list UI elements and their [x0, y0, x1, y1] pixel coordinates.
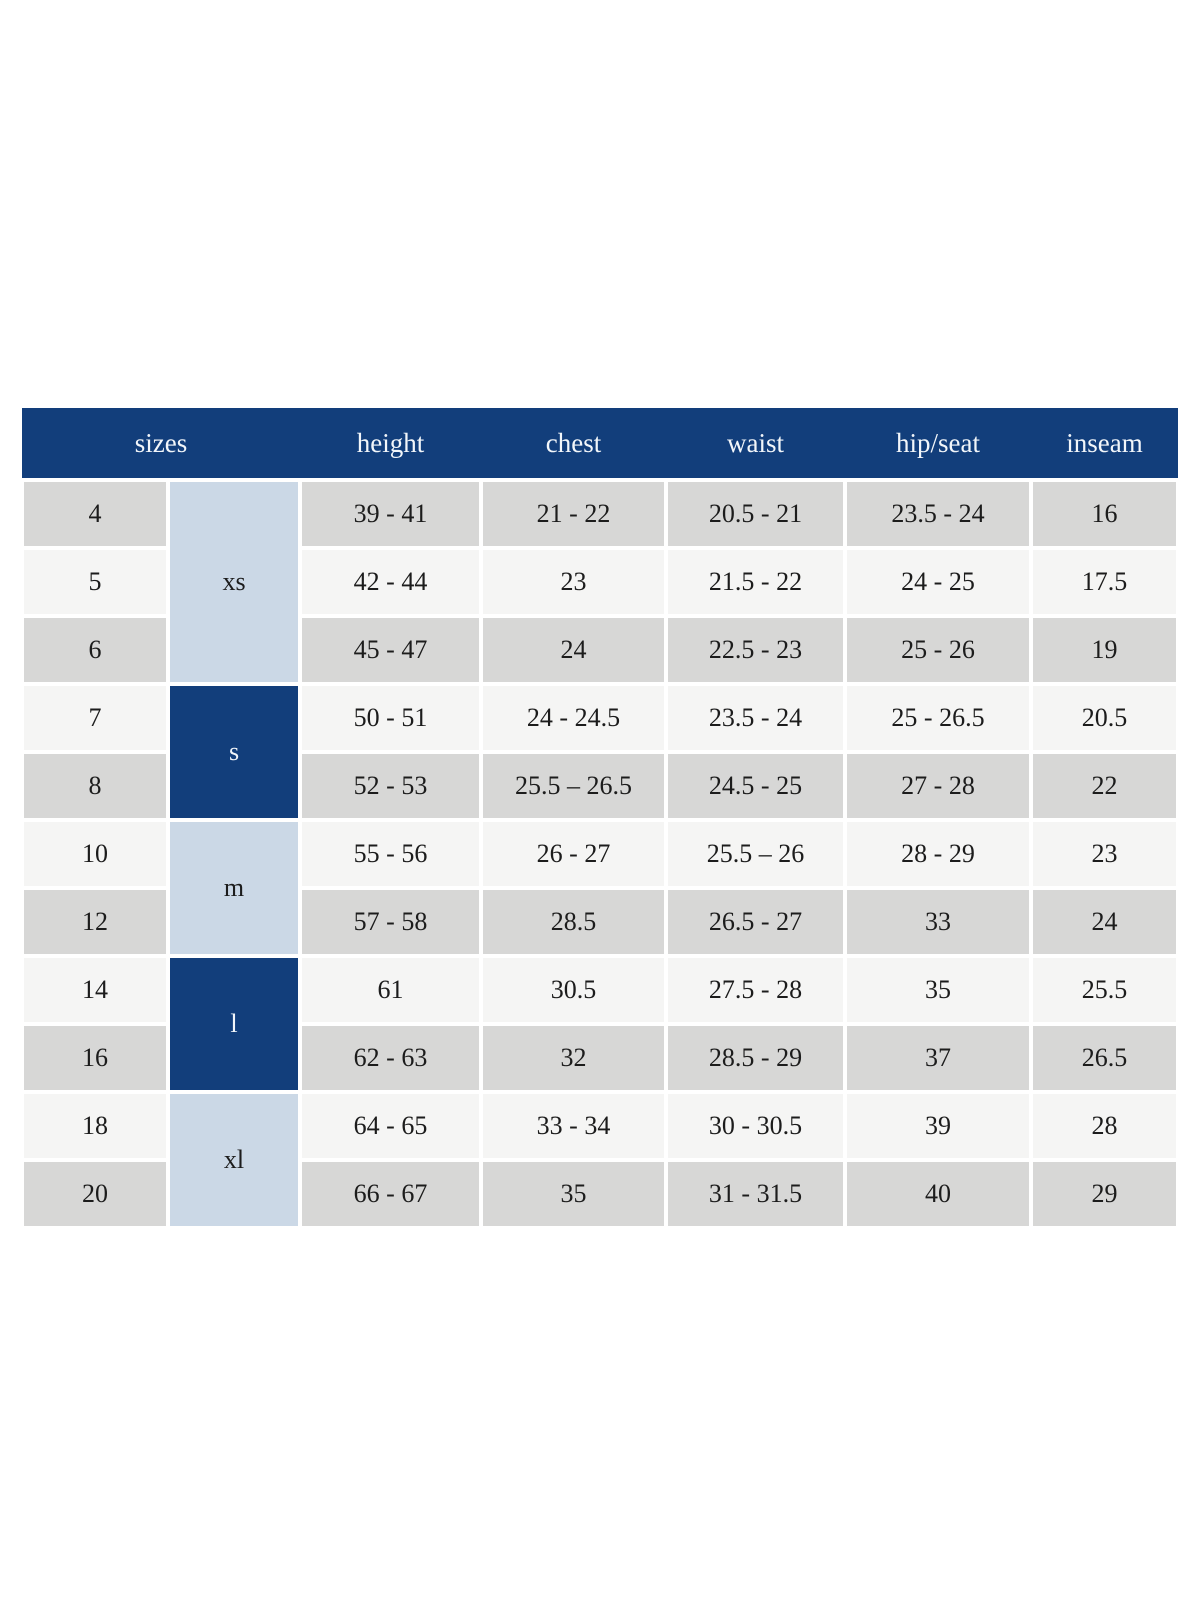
column-header-chest: chest — [481, 408, 667, 480]
height-cell: 57 - 58 — [300, 888, 482, 956]
inseam-cell: 28 — [1031, 1092, 1179, 1160]
chest-cell: 33 - 34 — [481, 1092, 667, 1160]
waist-cell: 22.5 - 23 — [666, 616, 846, 684]
hip-seat-cell: 37 — [845, 1024, 1032, 1092]
column-header-height: height — [300, 408, 482, 480]
chest-cell: 26 - 27 — [481, 820, 667, 888]
table-row: 20 66 - 67 35 31 - 31.5 40 29 — [22, 1160, 1179, 1228]
table-row: 4 xs 39 - 41 21 - 22 20.5 - 21 23.5 - 24… — [22, 480, 1179, 684]
height-cell: 62 - 63 — [300, 1024, 482, 1092]
waist-cell: 24.5 - 25 — [666, 752, 846, 820]
height-cell: 42 - 44 — [300, 548, 482, 616]
size-cell: 7 — [22, 684, 168, 752]
chest-cell: 24 - 24.5 — [481, 684, 667, 752]
column-header-inseam: inseam — [1031, 408, 1179, 480]
table-row: 5 42 - 44 23 21.5 - 22 24 - 25 17.5 — [22, 548, 1179, 616]
size-group-m: m — [168, 820, 301, 956]
waist-cell: 20.5 - 21 — [666, 480, 846, 548]
column-header-waist: waist — [666, 408, 846, 480]
waist-cell: 30 - 30.5 — [666, 1092, 846, 1160]
size-cell: 6 — [22, 616, 168, 684]
table-row: 6 45 - 47 24 22.5 - 23 25 - 26 19 — [22, 616, 1179, 684]
inseam-cell: 20.5 — [1031, 684, 1179, 752]
size-cell: 20 — [22, 1160, 168, 1228]
size-cell: 12 — [22, 888, 168, 956]
hip-seat-cell: 25 - 26.5 — [845, 684, 1032, 752]
size-cell: 8 — [22, 752, 168, 820]
hip-seat-cell: 24 - 25 — [845, 548, 1032, 616]
column-header-sizes: sizes — [22, 408, 301, 480]
table-row: 10 m 55 - 56 26 - 27 25.5 – 26 28 - 29 2… — [22, 820, 1179, 956]
hip-seat-cell: 27 - 28 — [845, 752, 1032, 820]
header-row: sizes height chest waist hip/seat inseam — [22, 408, 1179, 480]
inseam-cell: 19 — [1031, 616, 1179, 684]
waist-cell: 23.5 - 24 — [666, 684, 846, 752]
size-chart-table: sizes height chest waist hip/seat inseam… — [22, 408, 1179, 1228]
inseam-cell: 16 — [1031, 480, 1179, 548]
size-cell: 10 — [22, 820, 168, 888]
table-row: 14 l 61 30.5 27.5 - 28 35 25.5 — [22, 956, 1179, 1092]
hip-seat-cell: 23.5 - 24 — [845, 480, 1032, 548]
size-group-s: s — [168, 684, 301, 820]
height-cell: 55 - 56 — [300, 820, 482, 888]
table-row: 8 52 - 53 25.5 – 26.5 24.5 - 25 27 - 28 … — [22, 752, 1179, 820]
height-cell: 52 - 53 — [300, 752, 482, 820]
chest-cell: 23 — [481, 548, 667, 616]
inseam-cell: 25.5 — [1031, 956, 1179, 1024]
hip-seat-cell: 39 — [845, 1092, 1032, 1160]
size-group-xs: xs — [168, 480, 301, 684]
waist-cell: 26.5 - 27 — [666, 888, 846, 956]
height-cell: 66 - 67 — [300, 1160, 482, 1228]
size-group-xl: xl — [168, 1092, 301, 1228]
hip-seat-cell: 25 - 26 — [845, 616, 1032, 684]
waist-cell: 31 - 31.5 — [666, 1160, 846, 1228]
size-cell: 18 — [22, 1092, 168, 1160]
table-row: 16 62 - 63 32 28.5 - 29 37 26.5 — [22, 1024, 1179, 1092]
height-cell: 64 - 65 — [300, 1092, 482, 1160]
chest-cell: 35 — [481, 1160, 667, 1228]
chest-cell: 30.5 — [481, 956, 667, 1024]
inseam-cell: 26.5 — [1031, 1024, 1179, 1092]
table-row: 12 57 - 58 28.5 26.5 - 27 33 24 — [22, 888, 1179, 956]
size-group-l: l — [168, 956, 301, 1092]
waist-cell: 25.5 – 26 — [666, 820, 846, 888]
height-cell: 50 - 51 — [300, 684, 482, 752]
chest-cell: 28.5 — [481, 888, 667, 956]
inseam-cell: 29 — [1031, 1160, 1179, 1228]
height-cell: 61 — [300, 956, 482, 1024]
inseam-cell: 22 — [1031, 752, 1179, 820]
column-header-hip-seat: hip/seat — [845, 408, 1032, 480]
hip-seat-cell: 40 — [845, 1160, 1032, 1228]
height-cell: 45 - 47 — [300, 616, 482, 684]
table-row: 18 xl 64 - 65 33 - 34 30 - 30.5 39 28 — [22, 1092, 1179, 1228]
size-cell: 14 — [22, 956, 168, 1024]
waist-cell: 21.5 - 22 — [666, 548, 846, 616]
chest-cell: 25.5 – 26.5 — [481, 752, 667, 820]
chest-cell: 24 — [481, 616, 667, 684]
size-cell: 5 — [22, 548, 168, 616]
inseam-cell: 24 — [1031, 888, 1179, 956]
waist-cell: 27.5 - 28 — [666, 956, 846, 1024]
inseam-cell: 17.5 — [1031, 548, 1179, 616]
size-cell: 16 — [22, 1024, 168, 1092]
hip-seat-cell: 33 — [845, 888, 1032, 956]
hip-seat-cell: 35 — [845, 956, 1032, 1024]
chest-cell: 32 — [481, 1024, 667, 1092]
table-row: 7 s 50 - 51 24 - 24.5 23.5 - 24 25 - 26.… — [22, 684, 1179, 820]
chest-cell: 21 - 22 — [481, 480, 667, 548]
waist-cell: 28.5 - 29 — [666, 1024, 846, 1092]
size-cell: 4 — [22, 480, 168, 548]
inseam-cell: 23 — [1031, 820, 1179, 888]
hip-seat-cell: 28 - 29 — [845, 820, 1032, 888]
height-cell: 39 - 41 — [300, 480, 482, 548]
